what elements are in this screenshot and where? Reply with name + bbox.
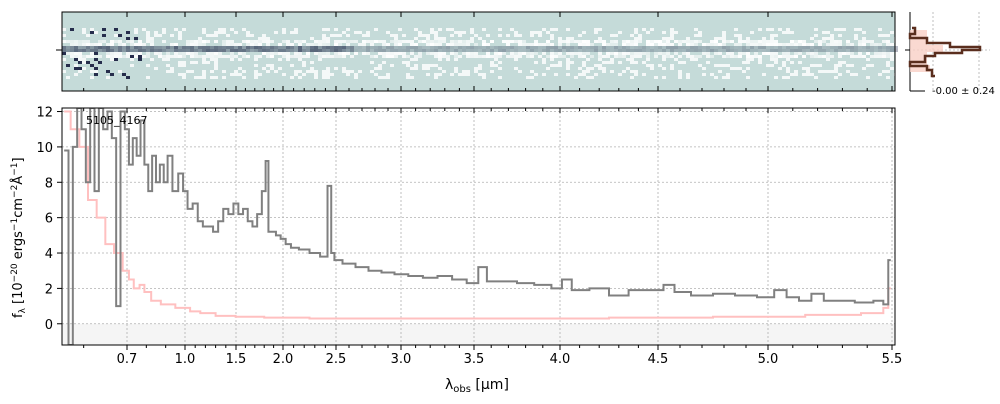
x-tick-label: 3.0 — [391, 352, 412, 367]
series-error — [64, 110, 891, 320]
object-label: 5105_4167 — [86, 114, 148, 127]
y-tick-label: 8 — [45, 176, 53, 191]
negative-flux-shade — [62, 323, 895, 345]
y-tick-label: 4 — [45, 247, 53, 262]
profile-data — [908, 26, 982, 78]
x-tick-label: 4.5 — [648, 352, 669, 367]
profile-stat-label: -0.00 ± 0.24 — [932, 86, 995, 97]
profile-panel: -0.00 ± 0.24 — [905, 12, 995, 97]
x-axis-label: λobs [μm] — [445, 377, 509, 395]
y-tick-label: 10 — [36, 141, 53, 156]
x-tick-label: 3.5 — [464, 352, 485, 367]
2d-spectrum-panel — [56, 11, 898, 92]
x-tick-label: 1.5 — [226, 352, 247, 367]
x-tick-label: 1.0 — [175, 352, 196, 367]
y-tick-label: 2 — [45, 282, 53, 297]
x-tick-label: 4.0 — [550, 352, 571, 367]
y-tick-label: 12 — [36, 106, 53, 121]
y-tick-label: 0 — [45, 318, 53, 333]
x-tick-label: 0.7 — [117, 352, 138, 367]
y-axis-label: fλ [10−20 ergs−1cm−2Å−1] — [10, 157, 28, 318]
series-flux — [64, 108, 891, 345]
x-tick-label: 2.0 — [273, 352, 294, 367]
x-tick-label: 5.0 — [758, 352, 779, 367]
x-tick-label: 2.5 — [326, 352, 347, 367]
y-tick-label: 6 — [45, 212, 53, 227]
main-plot: 0.7 1.0 1.5 2.0 2.5 3.0 3.5 4.0 4.5 5.0 5.5 0 2 4 6 8 10… — [10, 106, 902, 395]
x-tick-label: 5.5 — [882, 352, 903, 367]
